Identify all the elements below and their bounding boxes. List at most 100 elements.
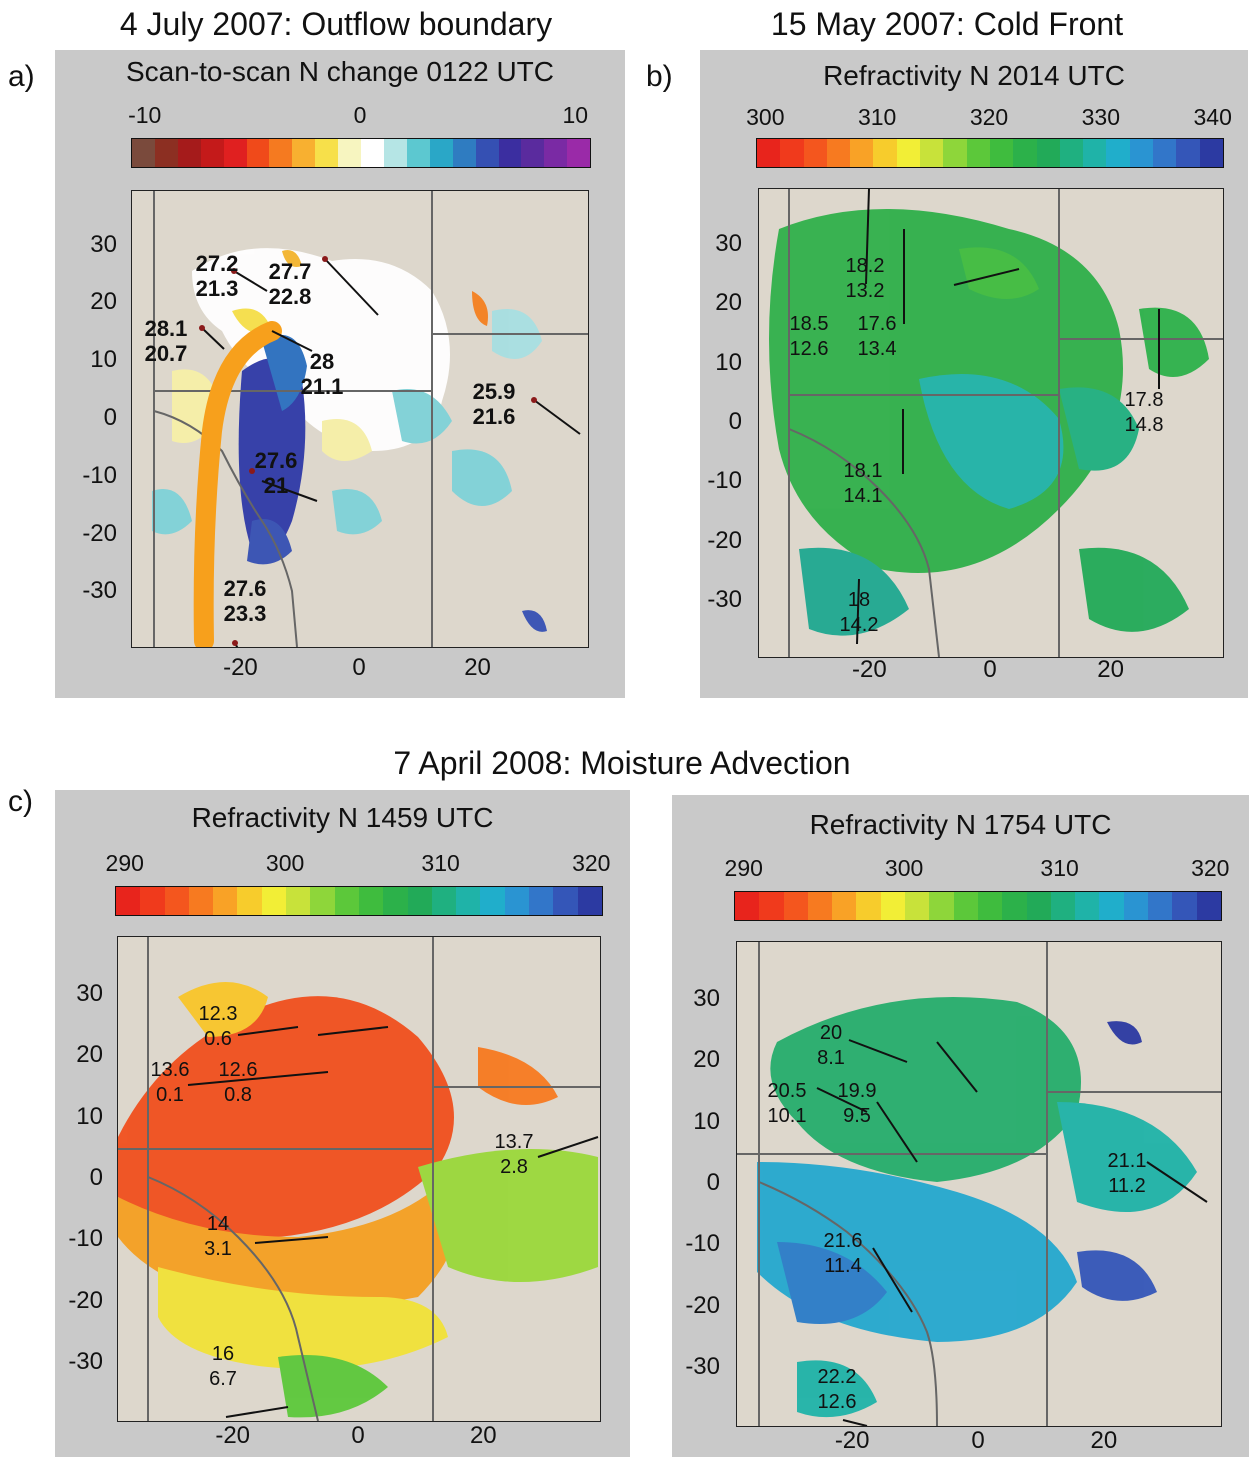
obs-station: 27.2 21.3 [195,251,239,301]
colorbar-segment [1013,139,1037,167]
colorbar-segment [856,892,881,920]
colorbar-segment [1196,892,1221,920]
colorbar-segment [213,887,238,915]
obs-station: 18 14.2 [839,589,879,636]
y-tick-label: 0 [706,1169,720,1196]
colorbar-segment [154,139,178,167]
wind-barbs [201,258,581,647]
colorbar-segment [1002,892,1027,920]
colorbar-tick-label: -10 [128,102,162,128]
obs-station: 27.7 22.8 [268,259,312,309]
colorbar-segment [1106,139,1130,167]
x-tick-label: 0 [352,654,366,681]
colorbar-tick-label: 340 [1193,104,1232,130]
colorbar-segment [475,139,499,167]
colorbar-segment [1099,892,1124,920]
y-tick-label: 10 [693,1107,720,1135]
wind-barbs [816,1039,1208,1426]
colorbar-segment [1199,139,1223,167]
colorbar-segment [1123,892,1149,920]
colorbar-segment [1129,139,1154,167]
colorbar-tick-label: 0 [353,102,367,128]
colorbar-segment [826,139,851,167]
panel-a-subtitle: Scan-to-scan N change 0122 UTC [126,56,554,87]
panel-c2-colorbar [734,891,1222,921]
colorbar-segment [873,139,897,167]
obs-station: 12.6 0.8 [218,1059,258,1106]
colorbar-segment [880,892,906,920]
y-tick-label: -20 [68,1286,103,1314]
y-tick-label: 10 [715,348,742,376]
obs-station: 13.7 2.8 [494,1131,534,1178]
y-tick-label: 0 [728,408,742,435]
colorbar-segment [1026,892,1051,920]
panel-a-map: 27.2 21.3 27.7 22.8 28.1 20.7 28 21.1 25.9 21… [131,190,589,648]
y-tick-label: 10 [90,346,117,374]
colorbar-segment [431,887,457,915]
y-tick-label: -20 [685,1291,720,1319]
county-lines [118,937,600,1421]
colorbar-segment [140,887,165,915]
panel-b: Refractivity N 2014 UTC 300 310 320 330 340 [700,50,1248,698]
panel-a-colorbar [131,138,591,168]
y-tick-label: -10 [685,1230,720,1258]
colorbar-segment [1050,892,1076,920]
x-tick-label: 20 [464,654,491,681]
panel-c1-subtitle: Refractivity N 1459 UTC [191,802,494,833]
wind-barbs [187,1026,599,1418]
colorbar-segment [529,887,554,915]
obs-station: 28.1 20.7 [144,316,188,366]
colorbar-segment [1176,139,1200,167]
colorbar-segment [943,139,967,167]
x-tick-label: 0 [971,1427,985,1454]
y-tick-label: -10 [707,467,742,495]
panel-a: Scan-to-scan N change 0122 UTC -10 0 10 [55,50,625,698]
colorbar-segment [407,887,432,915]
colorbar-segment [261,887,287,915]
obs-station: 18.2 13.2 [845,255,885,302]
colorbar-tick-label: 320 [969,104,1009,130]
y-tick-label: 20 [715,289,742,317]
colorbar-segment [521,139,545,167]
colorbar-tick-label: 290 [724,855,763,881]
colorbar-segment [977,892,1003,920]
colorbar-segment [177,139,201,167]
y-tick-label: -30 [707,585,742,613]
colorbar-segment [310,887,335,915]
colorbar-tick-label: 300 [884,855,924,881]
obs-station: 18.1 14.1 [843,460,883,507]
colorbar-segment [1148,892,1173,920]
x-tick-label: -20 [834,1427,870,1454]
panel-c1: Refractivity N 1459 UTC 290 300 310 320 [55,790,630,1457]
colorbar-segment [1153,139,1177,167]
colorbar-segment [780,139,804,167]
y-tick-label: 20 [76,1041,103,1069]
refractivity-change-field [152,248,547,632]
obs-station: 20 8.1 [817,1022,845,1069]
colorbar-segment [1172,892,1197,920]
colorbar-segment [292,139,316,167]
y-tick-label: 10 [76,1102,103,1130]
county-lines [737,942,1221,1426]
colorbar-segment [544,139,568,167]
colorbar-segment [406,139,430,167]
y-tick-label: 30 [90,230,117,258]
y-tick-label: 20 [693,1046,720,1074]
y-tick-label: -10 [82,461,117,489]
obs-station: 20.5 10.1 [767,1080,807,1127]
colorbar-segment [953,892,978,920]
colorbar-segment [188,887,214,915]
obs-station: 19.9 9.5 [837,1080,877,1127]
colorbar-segment [383,139,407,167]
y-tick-label: 20 [90,288,117,316]
county-lines [153,191,588,647]
colorbar-segment [498,139,522,167]
panel-b-subtitle: Refractivity N 2014 UTC [823,60,1125,91]
colorbar-segment [1075,892,1100,920]
colorbar-segment [116,887,141,915]
colorbar-segment [164,887,189,915]
colorbar-segment [480,887,505,915]
panel-label-b: b) [646,60,673,93]
station-markers [199,256,537,646]
x-tick-label: 0 [351,1422,365,1449]
